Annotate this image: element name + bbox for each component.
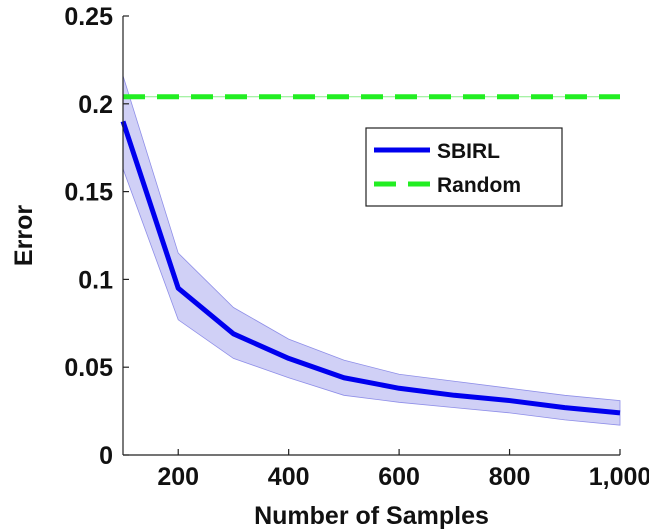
legend-box xyxy=(365,127,563,207)
legend-label-sbirl: SBIRL xyxy=(437,140,500,163)
x-tick-label: 200 xyxy=(157,463,199,491)
y-tick-label: 0.25 xyxy=(64,3,113,31)
ticks-layer: 0 0.05 0.1 0.15 0.2 0.25 200 400 600 800 1,000 xyxy=(64,3,649,491)
legend: SBIRL Random xyxy=(365,127,563,207)
x-tick-label: 400 xyxy=(268,463,310,491)
legend-label-random: Random xyxy=(437,174,521,197)
y-tick-label: 0 xyxy=(99,442,113,470)
x-axis-label: Number of Samples xyxy=(254,502,489,529)
x-tick-label: 600 xyxy=(378,463,420,491)
x-tick-label: 1,000 xyxy=(589,463,649,491)
y-axis-label: Error xyxy=(10,205,38,266)
y-tick-label: 0.1 xyxy=(78,266,113,294)
y-tick-label: 0.05 xyxy=(64,354,113,382)
y-tick-label: 0.15 xyxy=(64,179,113,207)
series-sbirl-line xyxy=(120,120,621,416)
y-tick-label: 0.2 xyxy=(78,91,113,119)
x-tick-label: 800 xyxy=(489,463,531,491)
axes-layer xyxy=(122,16,620,456)
series-layer xyxy=(120,94,621,416)
